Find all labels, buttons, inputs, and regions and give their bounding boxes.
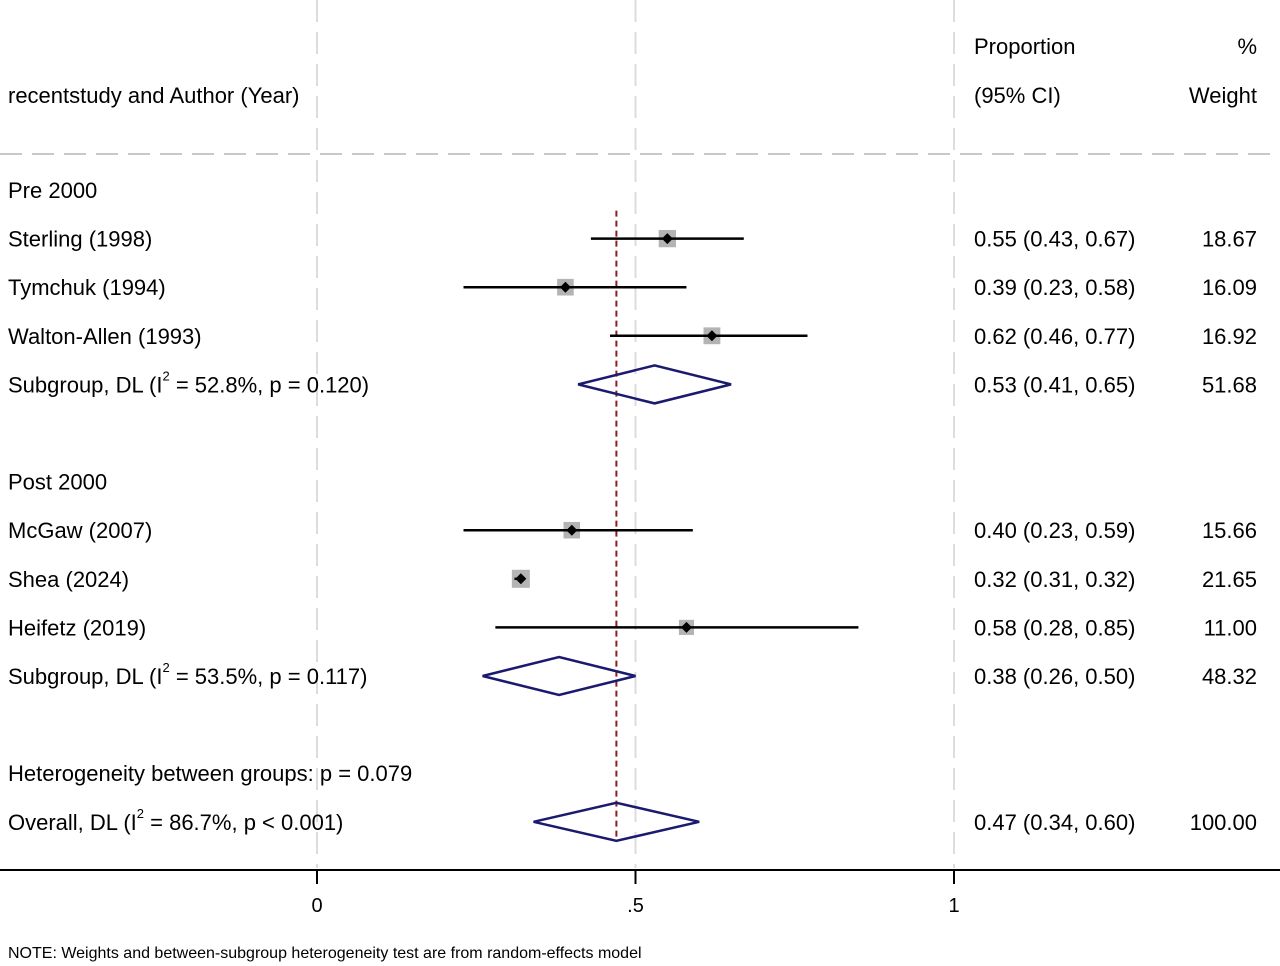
row-label: Subgroup, DL (I2 = 53.5%, p = 0.117) [8,660,367,689]
subgroup-diamond [482,655,636,697]
header-ci-line1: Proportion [974,34,1076,59]
header-ci-line2: (95% CI) [974,83,1061,108]
point-estimate [706,330,718,342]
point-estimate [661,233,673,245]
ci-value: 0.58 (0.28, 0.85) [974,615,1135,640]
ci-value: 0.47 (0.34, 0.60) [974,810,1135,835]
x-axis: 0.5 1 [0,869,1280,917]
row-label: Sterling (1998) [8,227,152,252]
row-label: Pre 2000 [8,178,97,203]
label-part: = 52.8%, p = 0.120) [170,372,369,397]
ci-value: 0.39 (0.23, 0.58) [974,275,1135,300]
header-study: recentstudy and Author (Year) [8,83,299,108]
row-label: Overall, DL (I2 = 86.7%, p < 0.001) [8,806,343,835]
label-part: = 53.5%, p = 0.117) [170,664,368,689]
row-label: Shea (2024) [8,567,129,592]
row-label: Heifetz (2019) [8,615,146,640]
row-label: Subgroup, DL (I2 = 52.8%, p = 0.120) [8,368,369,397]
point-estimate [566,524,578,536]
weight-value: 16.09 [1202,275,1257,300]
footnote: NOTE: Weights and between-subgroup heter… [8,945,642,962]
subgroup-diamond [577,364,732,405]
column-headers: recentstudy and Author (Year) Proportion… [8,34,1257,108]
weight-value: 16.92 [1202,324,1257,349]
label-superscript: 2 [163,368,170,383]
ci-value: 0.55 (0.43, 0.67) [974,227,1135,252]
ci-value: 0.62 (0.46, 0.77) [974,324,1135,349]
header-weight-line1: % [1237,34,1257,59]
weight-value: 18.67 [1202,227,1257,252]
weight-value: 15.66 [1202,518,1257,543]
label-part: Overall, DL (I [8,810,137,835]
weight-value: 21.65 [1202,567,1257,592]
weight-value: 100.00 [1190,810,1257,835]
row-label: Post 2000 [8,470,107,495]
label-superscript: 2 [137,806,144,821]
label-part: Subgroup, DL (I [8,664,163,689]
overall-diamond [533,801,700,843]
point-estimate [515,573,527,585]
weight-value: 11.00 [1204,615,1257,640]
weight-value: 48.32 [1202,664,1257,689]
forest-rows: Pre 2000 Sterling (1998) 0.55 (0.43, 0.67)… [8,178,1257,843]
label-part: = 86.7%, p < 0.001) [144,810,343,835]
weight-value: 51.68 [1202,372,1257,397]
gridlines [316,0,955,868]
header-weight-line2: Weight [1189,83,1257,108]
label-part: Subgroup, DL (I [8,372,163,397]
tick-label: .5 [627,895,644,917]
ci-value: 0.53 (0.41, 0.65) [974,372,1135,397]
tick-label: 0 [311,895,322,917]
ci-value: 0.32 (0.31, 0.32) [974,567,1135,592]
tick-label: 1 [948,895,959,917]
point-estimate [680,621,692,633]
ci-value: 0.38 (0.26, 0.50) [974,664,1135,689]
point-estimate [559,281,571,293]
row-label: Heterogeneity between groups: p = 0.079 [8,761,412,786]
label-superscript: 2 [163,660,170,675]
row-label: McGaw (2007) [8,518,152,543]
row-label: Walton-Allen (1993) [8,324,202,349]
row-label: Tymchuk (1994) [8,275,166,300]
ci-value: 0.40 (0.23, 0.59) [974,518,1135,543]
